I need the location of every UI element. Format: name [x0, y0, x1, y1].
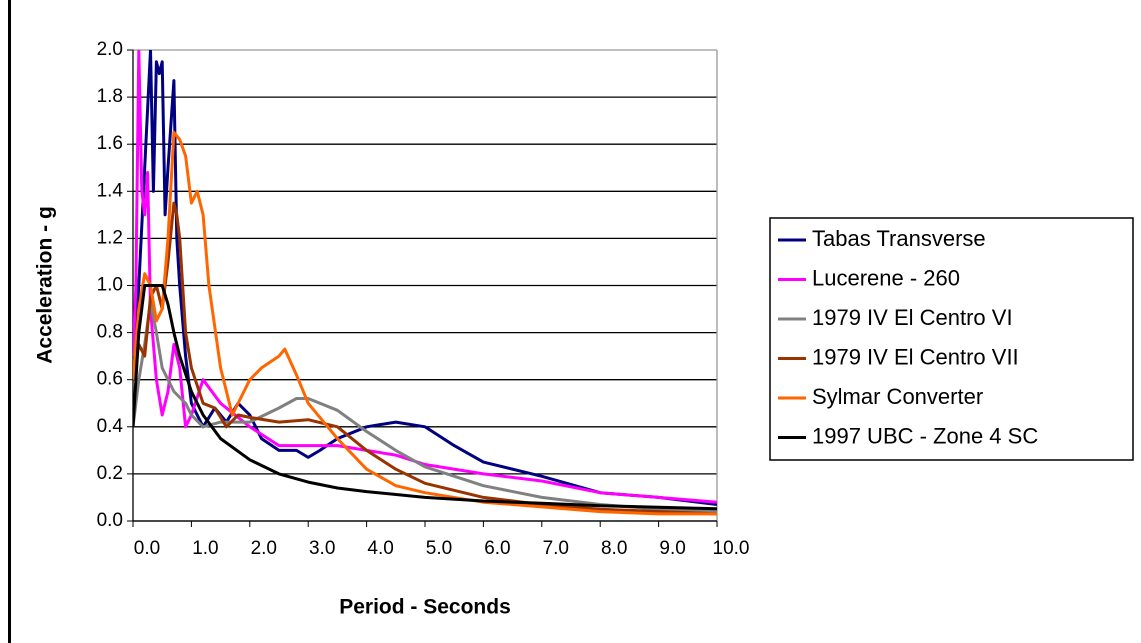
y-tick-label: 0.4: [97, 416, 124, 437]
x-tick-label: 10.0: [713, 538, 750, 559]
x-tick-label: 4.0: [367, 538, 393, 559]
series-line: [133, 50, 717, 504]
legend-label: 1979 IV El Centro VI: [812, 305, 1013, 330]
y-tick-label: 1.0: [97, 275, 123, 296]
plot-lines: [133, 50, 717, 516]
x-tick-label: 7.0: [543, 538, 569, 559]
y-tick-label: 1.6: [97, 133, 123, 154]
y-tick-label: 1.2: [97, 227, 123, 248]
legend-label: Sylmar Converter: [812, 384, 983, 409]
y-axis-label: Acceleration - g: [34, 206, 57, 364]
y-tick-label: 0.8: [97, 322, 123, 343]
series-line: [133, 201, 717, 516]
series-line: [133, 300, 717, 514]
legend-label: 1997 UBC - Zone 4 SC: [812, 423, 1038, 448]
y-tick-label: 0.6: [97, 369, 123, 390]
series-line: [133, 130, 717, 516]
x-tick-label: 0.0: [134, 538, 160, 559]
x-axis-label: Period - Seconds: [339, 596, 511, 619]
x-tick-label: 8.0: [601, 538, 627, 559]
x-tick-label: 6.0: [484, 538, 510, 559]
legend-label: Lucerene - 260: [812, 265, 960, 290]
legend-label: Tabas Transverse: [812, 226, 986, 251]
y-tick-label: 0.0: [97, 510, 123, 531]
x-tick-label: 2.0: [251, 538, 277, 559]
page-edge: [8, 0, 11, 643]
legend-box: [769, 217, 1134, 461]
x-tick-label: 9.0: [659, 538, 685, 559]
x-tick-label: 3.0: [309, 538, 335, 559]
series-line: [133, 284, 717, 511]
y-tick-label: 2.0: [97, 39, 123, 60]
y-tick-label: 1.4: [97, 180, 124, 201]
y-tick-label: 1.8: [97, 86, 123, 107]
x-tick-label: 1.0: [192, 538, 218, 559]
x-tick-label: 5.0: [426, 538, 452, 559]
legend-label: 1979 IV El Centro VII: [812, 344, 1019, 369]
y-tick-label: 0.2: [97, 463, 123, 484]
